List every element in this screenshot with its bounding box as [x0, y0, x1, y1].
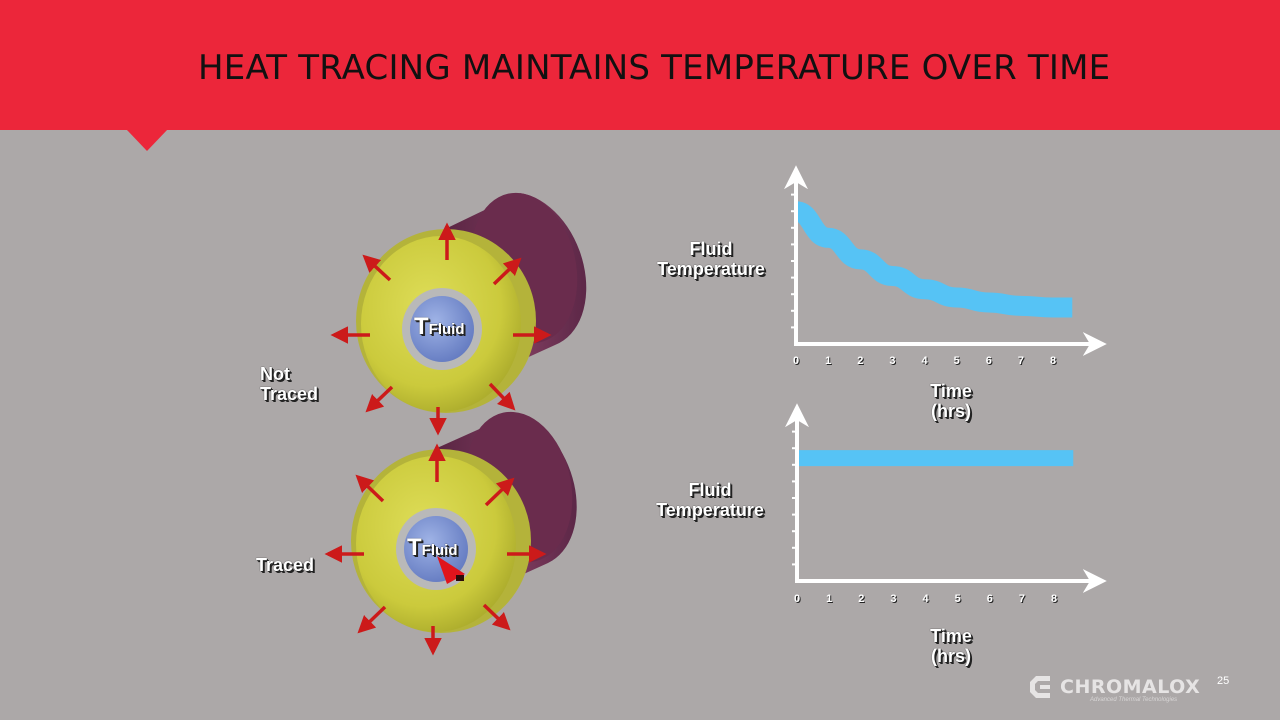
fluid-temp-label: TFluid [414, 313, 465, 340]
x-tick-label: 4 [922, 593, 929, 605]
x-tick-label: 5 [954, 593, 961, 605]
x-tick-label: 2 [857, 355, 864, 367]
x-tick-label: 3 [890, 593, 897, 605]
x-tick-label: 0 [793, 593, 801, 605]
title-banner [0, 0, 1280, 130]
chromalox-logo-icon [1030, 676, 1050, 698]
x-tick-label: 1 [826, 593, 833, 605]
pipe-not-traced [330, 192, 587, 436]
chart-not-traced [784, 165, 1107, 356]
fluid-core [404, 516, 468, 582]
heat-loss-arrows [330, 222, 552, 436]
x-tick-label: 8 [1049, 355, 1057, 367]
x-tick-label: 1 [825, 355, 832, 367]
slide-title: HEAT TRACING MAINTAINS TEMPERATURE OVER … [198, 48, 1111, 88]
x-tick-label: 4 [921, 355, 928, 367]
heat-trace-cable-end [456, 575, 464, 581]
chart1-y-label: Fluid Temperature [657, 239, 765, 279]
logo-name: CHROMALOX [1060, 676, 1201, 698]
x-tick-label: 6 [985, 355, 992, 367]
page-number: 25 [1217, 675, 1230, 687]
fluid-temp-symbol: T [407, 534, 422, 561]
chart2-y-label: Fluid Temperature [656, 480, 764, 520]
not-traced-label: Not Traced [260, 364, 319, 404]
fluid-core [410, 296, 474, 362]
x-tick-label: 0 [792, 355, 800, 367]
x-tick-label: 5 [953, 355, 960, 367]
fluid-temp-label: TFluid [407, 534, 458, 561]
logo-tagline: Advanced Thermal Technologies [1090, 697, 1178, 703]
title-banner-notch [126, 129, 168, 151]
heat-loss-arrows [324, 443, 547, 656]
pipe-traced [324, 411, 577, 656]
chart-series-line [793, 201, 1073, 318]
x-tick-label: 7 [1017, 355, 1024, 367]
chart-traced [785, 403, 1107, 593]
x-tick-label: 6 [986, 593, 993, 605]
chart1-x-label: Time (hrs) [930, 381, 972, 421]
chart2-x-label: Time (hrs) [930, 626, 972, 666]
chromalox-logo: CHROMALOX [1028, 670, 1200, 704]
x-tick-label: 8 [1050, 593, 1058, 605]
traced-label: Traced [256, 555, 315, 575]
x-tick-label: 2 [858, 593, 865, 605]
x-tick-label: 3 [889, 355, 896, 367]
fluid-temp-subscript: Fluid [421, 542, 458, 559]
fluid-temp-subscript: Fluid [428, 321, 465, 338]
fluid-temp-symbol: T [414, 313, 429, 340]
x-tick-label: 7 [1018, 593, 1025, 605]
